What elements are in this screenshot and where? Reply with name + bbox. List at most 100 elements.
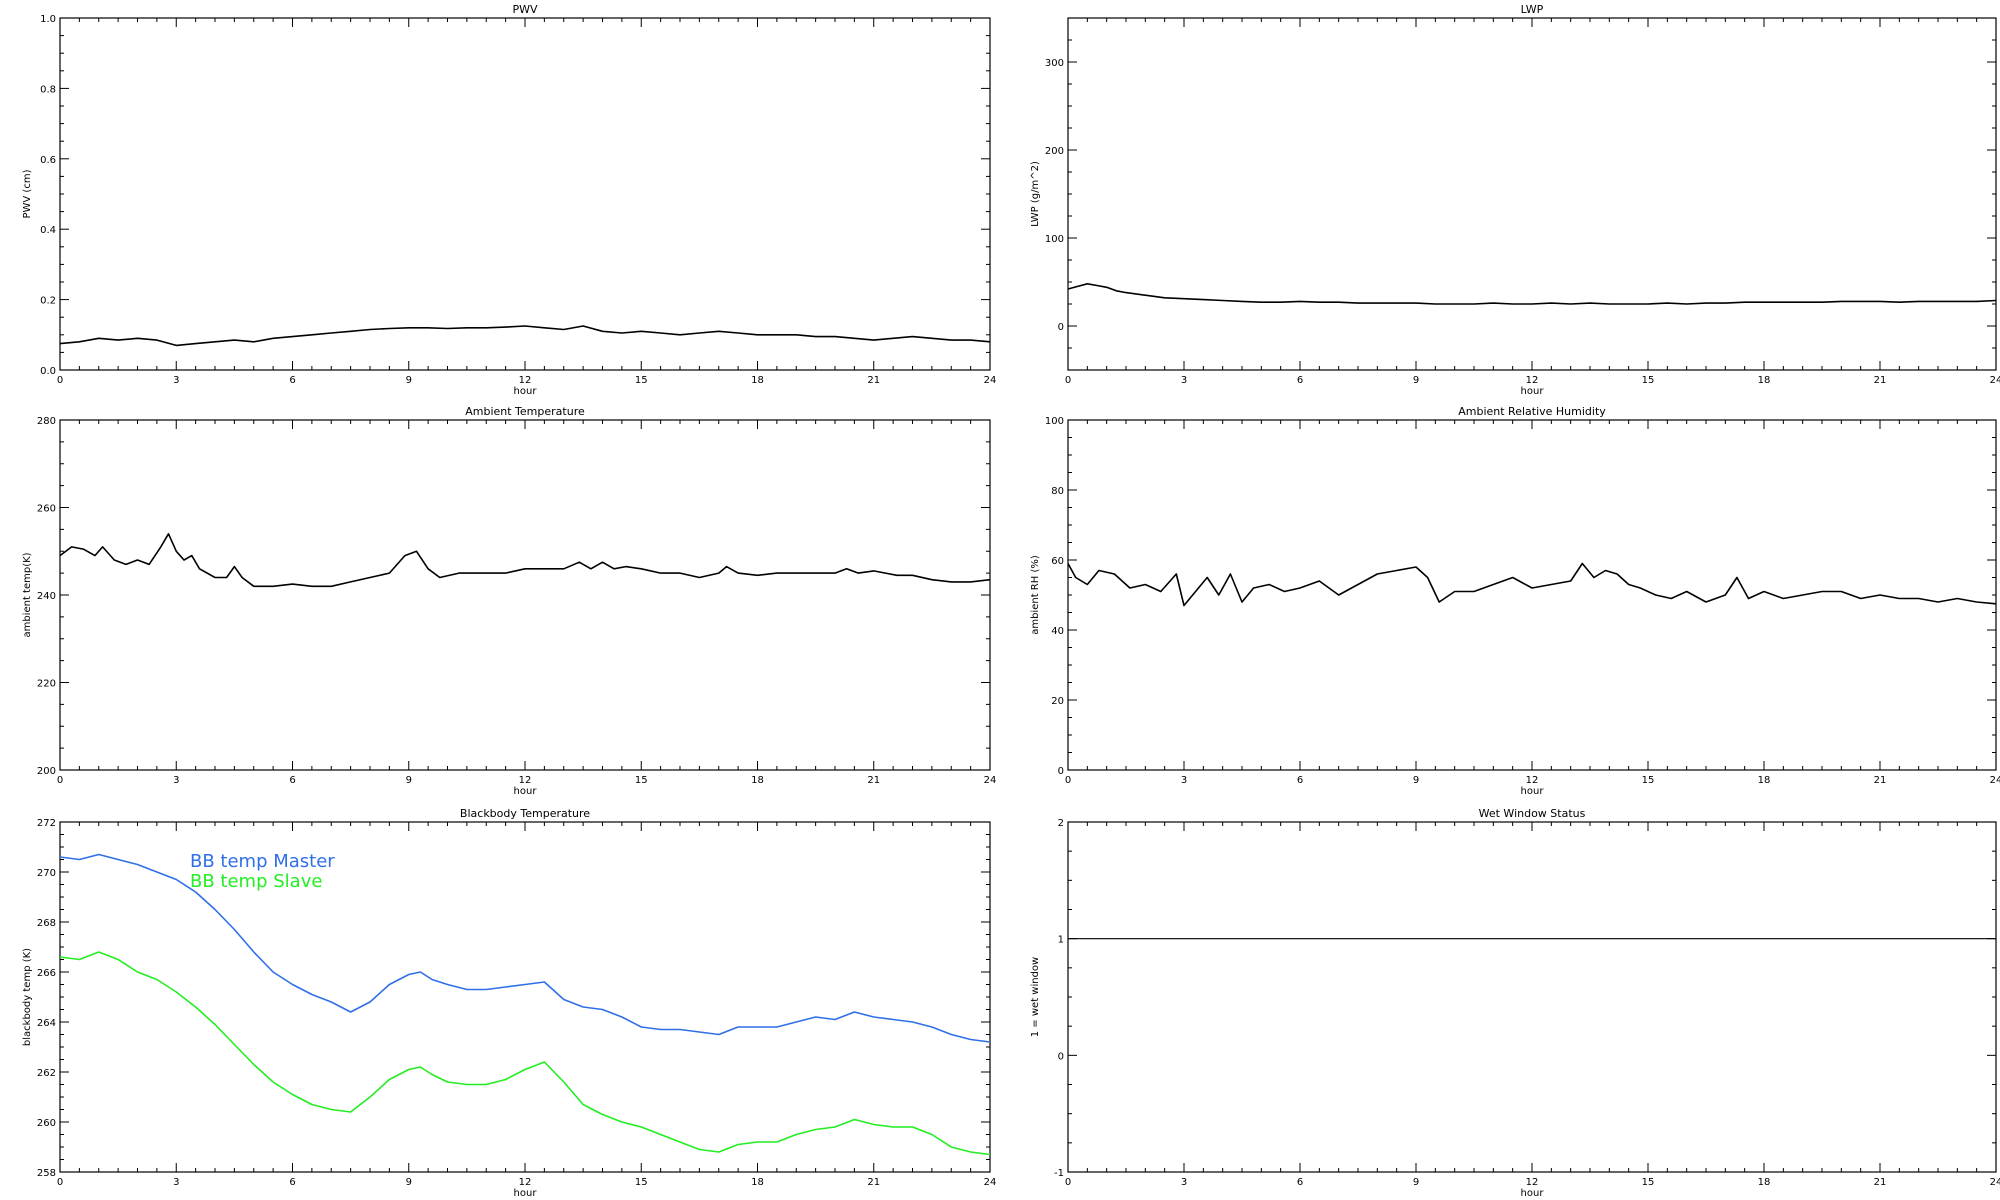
y-tick-label: -1 — [1054, 1168, 1064, 1179]
x-tick-label: 9 — [1413, 775, 1419, 786]
y-tick-label: 200 — [37, 766, 56, 777]
series-line-bb-temp-master — [59, 853, 991, 1043]
x-tick-label: 21 — [1874, 375, 1887, 386]
y-tick-label: 1 — [1058, 935, 1064, 946]
x-tick-label: 3 — [1181, 775, 1187, 786]
x-axis-label: hour — [514, 786, 538, 797]
x-tick-label: 21 — [867, 375, 880, 386]
x-tick-label: 21 — [867, 1177, 880, 1188]
x-tick-label: 3 — [1181, 375, 1187, 386]
x-tick-label: 3 — [173, 375, 179, 386]
panel-blackbody_temp: Blackbody Temperature 0 3 6 9 12 15 18 21 24 hour 2… — [22, 807, 996, 1199]
y-tick-label: 268 — [37, 918, 56, 929]
y-tick-label: 0.8 — [40, 84, 56, 95]
x-tick-label: 6 — [1297, 1177, 1303, 1188]
x-tick-label: 12 — [519, 375, 532, 386]
plot-frame — [1067, 821, 1997, 1173]
x-tick-label: 3 — [173, 1177, 179, 1188]
y-tick-label: 0.2 — [40, 296, 56, 307]
series-line-ambient_temp — [59, 533, 991, 588]
y-tick-label: 262 — [37, 1068, 56, 1079]
x-tick-label: 12 — [519, 1177, 532, 1188]
y-tick-label: 260 — [37, 1118, 56, 1129]
y-tick-label: 40 — [1051, 626, 1064, 637]
y-tick-label: 272 — [37, 818, 56, 829]
x-tick-label: 18 — [751, 775, 764, 786]
x-tick-label: 12 — [1526, 775, 1539, 786]
panel-lwp: LWP 0 3 6 9 12 15 18 21 24 hour 0 100 200 300 LWP (g/m^… — [1030, 3, 2000, 397]
panel-ambient_rh: Ambient Relative Humidity 0 3 6 9 12 15 18 21 24 h… — [1030, 405, 2000, 797]
x-axis-label: hour — [1521, 1188, 1545, 1199]
x-tick-label: 0 — [57, 775, 63, 786]
chart-title: Ambient Temperature — [465, 405, 585, 418]
x-tick-label: 18 — [751, 375, 764, 386]
y-tick-label: 1.0 — [40, 14, 56, 25]
x-tick-label: 9 — [406, 775, 412, 786]
x-tick-label: 15 — [635, 775, 648, 786]
x-tick-label: 24 — [984, 775, 997, 786]
x-tick-label: 15 — [635, 375, 648, 386]
y-tick-label: 258 — [37, 1168, 56, 1179]
chart-title: LWP — [1521, 3, 1544, 16]
legend-entry: BB temp Slave — [190, 871, 322, 892]
chart-title: Ambient Relative Humidity — [1458, 405, 1606, 418]
plot-frame — [59, 419, 991, 771]
y-tick-label: 300 — [1045, 58, 1064, 69]
legend-entry: BB temp Master — [190, 851, 335, 872]
panel-ambient_temp: Ambient Temperature 0 3 6 9 12 15 18 21 24 hour 200… — [22, 405, 996, 797]
x-tick-label: 21 — [867, 775, 880, 786]
x-axis-label: hour — [514, 386, 538, 397]
y-tick-label: 200 — [1045, 146, 1064, 157]
y-tick-label: 2 — [1058, 818, 1064, 829]
x-tick-label: 0 — [1065, 375, 1071, 386]
y-axis-label: ambient temp(K) — [22, 552, 33, 637]
panel-pwv: PWV 0 3 6 9 12 15 18 21 24 hour 0.0 0.2 0.4 0.6 0.8 1.0 P… — [22, 3, 996, 397]
y-axis-label: blackbody temp (K) — [22, 948, 33, 1046]
y-tick-label: 0.4 — [40, 225, 56, 236]
x-tick-label: 0 — [57, 1177, 63, 1188]
plot-frame — [1067, 17, 1997, 371]
series-line-pwv — [59, 325, 991, 347]
y-axis-label: LWP (g/m^2) — [1030, 161, 1041, 227]
x-tick-label: 6 — [1297, 375, 1303, 386]
x-tick-label: 18 — [1758, 375, 1771, 386]
y-tick-label: 0.0 — [40, 366, 56, 377]
x-axis-label: hour — [1521, 386, 1545, 397]
chart-title: Wet Window Status — [1479, 807, 1586, 820]
y-tick-label: 20 — [1051, 696, 1064, 707]
series-line-lwp — [1067, 283, 1997, 305]
y-axis-label: ambient RH (%) — [1030, 555, 1041, 635]
x-tick-label: 9 — [1413, 375, 1419, 386]
x-tick-label: 21 — [1874, 775, 1887, 786]
x-tick-label: 15 — [1642, 1177, 1655, 1188]
y-tick-label: 264 — [37, 1018, 56, 1029]
x-tick-label: 18 — [751, 1177, 764, 1188]
y-tick-label: 280 — [37, 416, 56, 427]
x-tick-label: 6 — [1297, 775, 1303, 786]
y-tick-label: 266 — [37, 968, 56, 979]
y-tick-label: 240 — [37, 591, 56, 602]
y-tick-label: 0 — [1058, 322, 1064, 333]
y-tick-label: 0 — [1058, 766, 1064, 777]
x-tick-label: 3 — [173, 775, 179, 786]
x-tick-label: 12 — [1526, 375, 1539, 386]
y-tick-label: 100 — [1045, 234, 1064, 245]
y-tick-label: 270 — [37, 868, 56, 879]
series-line-ambient_rh — [1067, 562, 1997, 607]
x-tick-label: 15 — [1642, 375, 1655, 386]
x-tick-label: 24 — [1990, 775, 2000, 786]
x-tick-label: 24 — [1990, 1177, 2000, 1188]
x-tick-label: 24 — [984, 1177, 997, 1188]
x-tick-label: 9 — [406, 375, 412, 386]
y-tick-label: 80 — [1051, 486, 1064, 497]
x-tick-label: 24 — [984, 375, 997, 386]
plot-frame — [1067, 419, 1997, 771]
x-axis-label: hour — [514, 1188, 538, 1199]
series-line-bb-temp-slave — [59, 951, 991, 1156]
x-tick-label: 0 — [57, 375, 63, 386]
x-tick-label: 9 — [1413, 1177, 1419, 1188]
y-tick-label: 60 — [1051, 556, 1064, 567]
y-axis-label: 1 = wet window — [1030, 957, 1041, 1037]
